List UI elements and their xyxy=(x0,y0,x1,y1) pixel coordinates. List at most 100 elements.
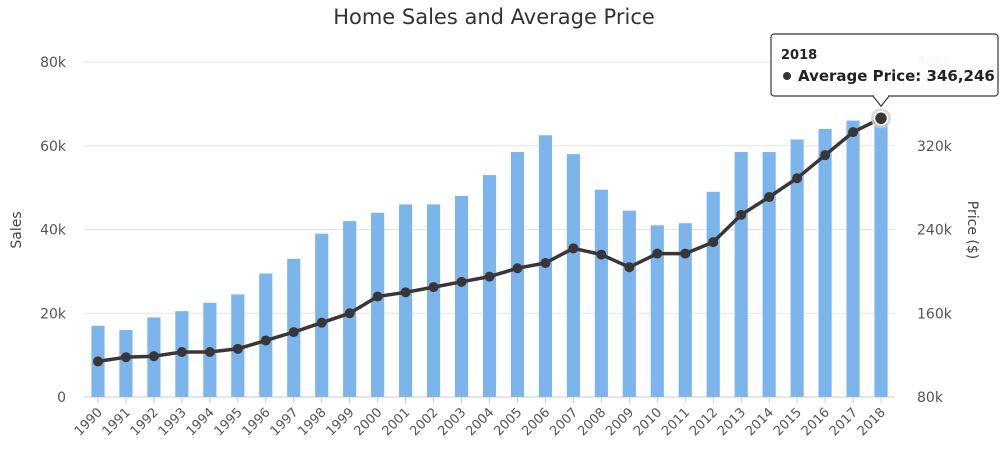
x-tick-label: 1995 xyxy=(212,405,246,439)
x-tick-label: 1998 xyxy=(296,405,330,439)
tooltip-series-marker xyxy=(783,72,791,80)
sales-bar xyxy=(622,210,636,397)
x-tick-label: 2018 xyxy=(855,405,889,439)
sales-bar xyxy=(818,129,832,397)
price-point xyxy=(148,351,159,362)
price-point xyxy=(428,282,439,293)
x-tick-label: 2015 xyxy=(771,405,805,439)
x-tick-label: 1997 xyxy=(268,405,302,439)
right-tick-label: 80k xyxy=(917,390,944,406)
x-axis-ticks: 1990199119921993199419951996199719981999… xyxy=(72,397,889,439)
right-axis-title: Price ($) xyxy=(964,201,980,259)
price-point xyxy=(652,248,663,259)
left-axis-ticks: 0 20k 40k 60k 80k xyxy=(40,55,67,406)
x-tick-label: 2013 xyxy=(715,405,749,439)
sales-bar xyxy=(706,191,720,397)
left-tick-label: 80k xyxy=(40,55,67,71)
sales-bar xyxy=(874,120,888,397)
x-tick-label: 2016 xyxy=(799,405,833,439)
sales-bar xyxy=(315,233,329,397)
left-axis-title: Sales xyxy=(9,211,25,248)
left-tick-label: 0 xyxy=(57,390,66,406)
price-point xyxy=(316,317,327,328)
sales-bar xyxy=(594,189,608,397)
left-tick-label: 60k xyxy=(40,139,67,155)
x-tick-label: 2017 xyxy=(827,405,861,439)
x-tick-label: 2002 xyxy=(407,405,441,439)
sales-bar xyxy=(426,204,441,397)
right-tick-label: 160k xyxy=(917,306,953,322)
price-point xyxy=(736,209,747,220)
sales-bar xyxy=(510,152,525,397)
price-point xyxy=(288,327,299,338)
price-point xyxy=(92,356,103,367)
price-point xyxy=(400,287,411,298)
price-point xyxy=(232,343,243,354)
tooltip-value: 346,246 xyxy=(927,67,995,85)
average-price-line xyxy=(92,108,892,367)
sales-bar xyxy=(734,152,748,397)
price-point xyxy=(540,258,551,268)
x-tick-label: 1990 xyxy=(72,405,106,439)
x-tick-label: 2008 xyxy=(575,405,609,439)
sales-bar xyxy=(371,212,385,397)
price-point xyxy=(260,335,271,346)
sales-bar xyxy=(566,154,580,397)
x-tick-label: 2010 xyxy=(631,405,665,439)
x-tick-label: 2009 xyxy=(603,405,637,439)
sales-bar xyxy=(650,225,664,397)
sales-bars xyxy=(91,120,888,397)
x-tick-label: 1999 xyxy=(323,405,357,439)
tooltip: 2018 Average Price: 346,246 xyxy=(770,33,999,108)
sales-bar xyxy=(259,273,273,397)
x-tick-label: 1992 xyxy=(128,405,162,439)
price-point xyxy=(708,237,719,248)
sales-bar xyxy=(846,120,860,397)
x-tick-label: 2001 xyxy=(379,405,413,439)
x-tick-label: 2000 xyxy=(351,405,385,439)
x-tick-label: 2011 xyxy=(659,405,693,439)
x-tick-label: 1993 xyxy=(156,405,190,439)
price-point xyxy=(204,346,215,357)
x-tick-label: 2006 xyxy=(519,405,553,439)
price-point xyxy=(680,248,691,259)
tooltip-series-label: Average Price xyxy=(798,67,915,85)
price-point xyxy=(624,262,635,273)
price-point xyxy=(792,173,803,184)
left-tick-label: 20k xyxy=(40,306,67,322)
right-axis-ticks: 80k160k240k320k400k xyxy=(917,55,953,406)
sales-bar xyxy=(119,330,133,397)
sales-bar xyxy=(790,139,804,397)
x-tick-label: 2004 xyxy=(463,405,497,439)
sales-bar xyxy=(454,196,469,397)
tooltip-box xyxy=(770,33,999,97)
tooltip-series-line: Average Price: 346,246 xyxy=(798,67,995,85)
x-tick-label: 1996 xyxy=(240,405,274,439)
x-tick-label: 2012 xyxy=(687,405,721,439)
right-tick-label: 240k xyxy=(917,223,953,239)
right-tick-label: 320k xyxy=(917,139,953,155)
tooltip-header: 2018 xyxy=(781,48,817,63)
price-point xyxy=(456,276,467,287)
price-point xyxy=(372,291,383,302)
price-point xyxy=(596,249,607,260)
x-tick-label: 2005 xyxy=(491,405,525,439)
sales-bar xyxy=(482,175,497,397)
left-tick-label: 40k xyxy=(40,223,67,239)
price-point xyxy=(820,150,831,161)
price-point xyxy=(120,352,131,363)
chart-title: Home Sales and Average Price xyxy=(333,5,655,29)
x-tick-label: 2003 xyxy=(435,405,469,439)
sales-bar xyxy=(399,204,413,397)
sales-bar xyxy=(762,152,776,397)
price-point xyxy=(344,308,355,319)
tooltip-pointer xyxy=(871,95,891,108)
price-point xyxy=(568,243,579,254)
price-point xyxy=(848,127,859,138)
x-tick-label: 1994 xyxy=(184,405,218,439)
price-point xyxy=(176,346,187,357)
sales-bar xyxy=(678,223,692,397)
x-tick-label: 2007 xyxy=(547,405,581,439)
price-point xyxy=(764,192,775,203)
